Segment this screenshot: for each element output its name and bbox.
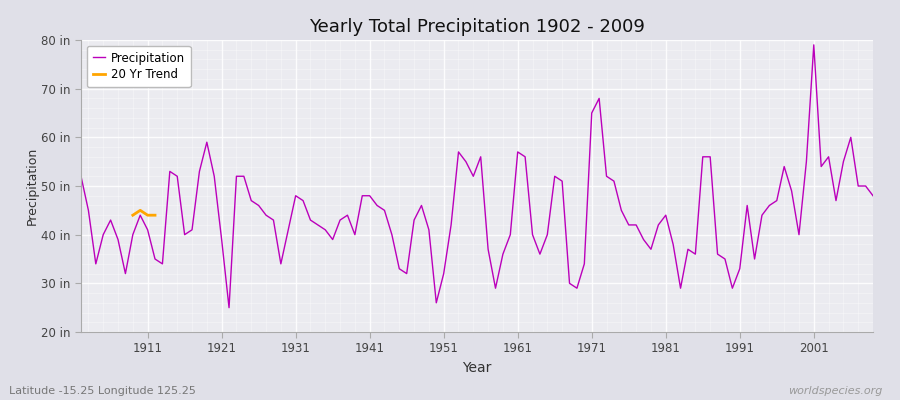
Precipitation [868, 193, 878, 198]
Y-axis label: Precipitation: Precipitation [25, 147, 39, 225]
Precipitation [712, 252, 723, 256]
Line: Precipitation: Precipitation [81, 45, 873, 308]
Precipitation [778, 164, 789, 169]
Precipitation [223, 305, 234, 310]
Precipitation [808, 42, 819, 47]
Line: 20 Yr Trend: 20 Yr Trend [133, 210, 155, 215]
Precipitation [764, 203, 775, 208]
20 Yr Trend [149, 213, 160, 218]
20 Yr Trend [135, 208, 146, 213]
20 Yr Trend [128, 213, 139, 218]
Precipitation [453, 150, 464, 154]
Precipitation [157, 262, 167, 266]
Text: worldspecies.org: worldspecies.org [788, 386, 882, 396]
Precipitation [76, 174, 86, 179]
Precipitation [202, 140, 212, 144]
Title: Yearly Total Precipitation 1902 - 2009: Yearly Total Precipitation 1902 - 2009 [309, 18, 645, 36]
20 Yr Trend [142, 213, 153, 218]
Legend: Precipitation, 20 Yr Trend: Precipitation, 20 Yr Trend [87, 46, 191, 87]
X-axis label: Year: Year [463, 361, 491, 375]
Text: Latitude -15.25 Longitude 125.25: Latitude -15.25 Longitude 125.25 [9, 386, 196, 396]
